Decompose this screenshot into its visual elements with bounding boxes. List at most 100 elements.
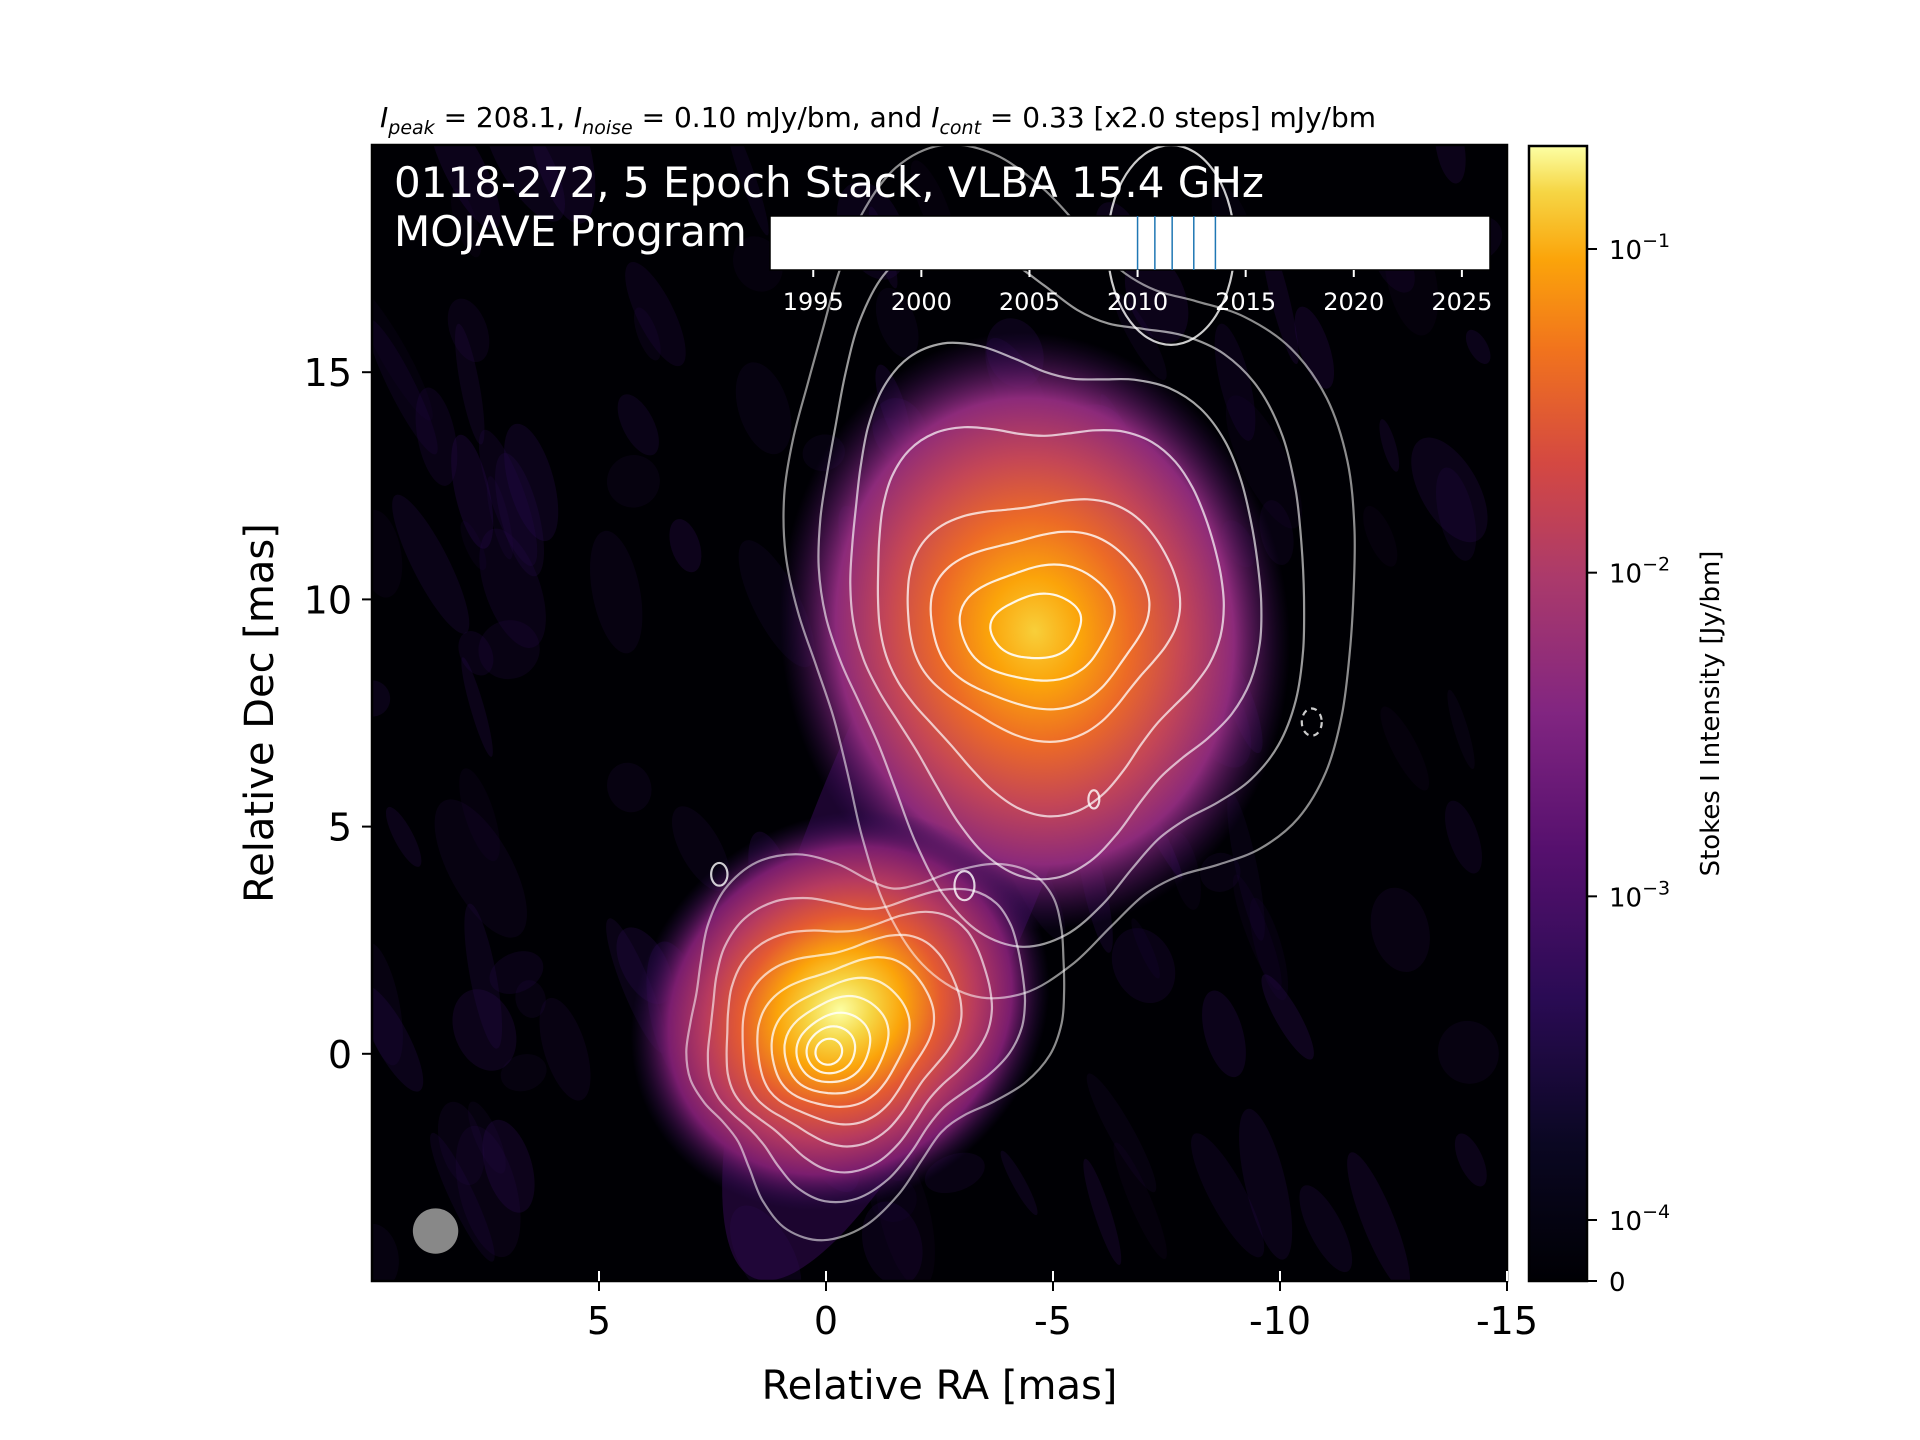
- epoch-timeline: 1995 2000 2005 2010 2015 2020 2025: [769, 215, 1492, 316]
- y-axis-label: Relative Dec [mas]: [237, 523, 283, 903]
- contour-core-6: [770, 976, 911, 1109]
- contour-knot-8: [989, 592, 1083, 660]
- noise-blob: [1249, 897, 1289, 1001]
- colorbar-tick-label: 0: [1609, 1268, 1626, 1298]
- contour-core-3: [725, 910, 994, 1174]
- noise-blob: [606, 762, 652, 813]
- noise-blob: [434, 799, 527, 938]
- y-tick-label: 15: [304, 351, 352, 395]
- noise-blob: [875, 287, 919, 358]
- noise-blob: [1435, 467, 1477, 561]
- noise-blob: [1083, 1158, 1122, 1265]
- noise-blob: [862, 1201, 923, 1281]
- contour-knot-4: [876, 425, 1225, 818]
- contour-core-9: [805, 1025, 857, 1075]
- y-tick-label: 5: [328, 806, 352, 850]
- colorbar-tick-label: 10−3: [1609, 877, 1670, 913]
- noise-blob: [451, 434, 494, 549]
- noise-blob: [1239, 1108, 1293, 1260]
- noise-blob: [1411, 437, 1488, 543]
- core: [630, 810, 1050, 1211]
- noise-blob: [1191, 1133, 1265, 1258]
- noise-blob: [372, 318, 438, 455]
- noise-blob: [528, 145, 596, 224]
- noise-blob: [735, 362, 792, 455]
- noise-blob: [372, 984, 424, 1092]
- noise-blob: [372, 509, 403, 598]
- noise-blob: [461, 657, 493, 757]
- contour-knot-6: [929, 530, 1151, 711]
- noise-blob: [617, 394, 659, 456]
- noise-blob: [1113, 1142, 1167, 1260]
- noise-blob: [1454, 1133, 1487, 1187]
- noise-blob: [1227, 792, 1265, 941]
- colorbar-gradient: [1527, 144, 1589, 1283]
- x-tick-label: -5: [1034, 1299, 1072, 1343]
- contour-core-4: [741, 933, 963, 1148]
- noise-blob: [1444, 800, 1483, 874]
- negative-contour: [1300, 707, 1323, 737]
- noise-blob: [495, 452, 545, 577]
- contour-knot-2: [817, 239, 1306, 948]
- noise-blob: [1202, 990, 1246, 1078]
- colorbar-tick-label: 10−1: [1609, 230, 1670, 266]
- noise-blob: [1294, 306, 1335, 389]
- noise-blob: [1261, 974, 1314, 1060]
- noise-blob: [1000, 1150, 1038, 1216]
- timeline-box: [769, 215, 1491, 271]
- noise-blob: [415, 387, 458, 486]
- noise-blob: [489, 951, 544, 994]
- source-title: 0118-272, 5 Epoch Stack, VLBA 15.4 GHz: [394, 158, 1264, 207]
- noise-blob: [1380, 706, 1430, 791]
- noise-blob: [1124, 250, 1189, 343]
- contour-lines: [412, 145, 1356, 1254]
- noise-blob: [372, 942, 403, 1066]
- noise-blob: [464, 903, 503, 1049]
- noise-blob: [459, 768, 500, 862]
- contour-core-2: [706, 887, 1027, 1204]
- plot-frame: [370, 143, 1509, 1283]
- noise-blob: [430, 1132, 495, 1262]
- noise-blob: [1086, 1073, 1157, 1193]
- noise-blob: [1437, 1020, 1499, 1084]
- noise-blob: [1347, 1152, 1411, 1281]
- noise-blob: [1111, 928, 1176, 1004]
- timeline-tick-label: 2025: [1431, 288, 1492, 316]
- timeline-tick-label: 2010: [1107, 288, 1168, 316]
- noise-blob: [486, 476, 514, 560]
- noise-blob: [539, 997, 591, 1101]
- noise-blob: [1370, 887, 1430, 972]
- noise-blob: [1379, 419, 1400, 472]
- image-panel: [372, 145, 1507, 1281]
- noise-blob: [1214, 323, 1256, 441]
- noise-blob: [479, 528, 546, 649]
- noise-blob: [478, 429, 538, 566]
- contour-core-1: [685, 853, 1066, 1242]
- timeline-tick-label: 2015: [1215, 288, 1276, 316]
- colorbar: 10−1 10−2 10−3 10−4 0 Stokes I Intensity [Jy/…: [1527, 144, 1726, 1298]
- noise-blob: [478, 620, 540, 680]
- noise-blob: [455, 323, 485, 445]
- beam-ellipse: [412, 1208, 459, 1254]
- contour-core-5: [756, 955, 936, 1126]
- timeline-tick-label: 2000: [891, 288, 952, 316]
- noise-blob: [460, 520, 487, 571]
- noise-blob: [429, 145, 501, 230]
- noise-blob: [468, 1101, 506, 1174]
- noise-blob: [1131, 918, 1160, 979]
- timeline-tick-label: 2005: [999, 288, 1060, 316]
- colorbar-tick-label: 10−2: [1609, 554, 1670, 590]
- noise-blob: [725, 145, 769, 236]
- contour-knot-1: [782, 145, 1356, 1000]
- noise-blob: [455, 1125, 521, 1258]
- noise-blob: [515, 980, 546, 1018]
- contour-core-8: [795, 1011, 872, 1084]
- noise-blob: [1363, 505, 1398, 567]
- contour-knot-3: [849, 341, 1263, 881]
- noise-blob: [437, 1101, 485, 1186]
- x-tick-label: -15: [1476, 1299, 1538, 1343]
- timeline-tick-label: 1995: [783, 288, 844, 316]
- noise-blob: [450, 188, 482, 258]
- timeline-tick-label: 2020: [1323, 288, 1384, 316]
